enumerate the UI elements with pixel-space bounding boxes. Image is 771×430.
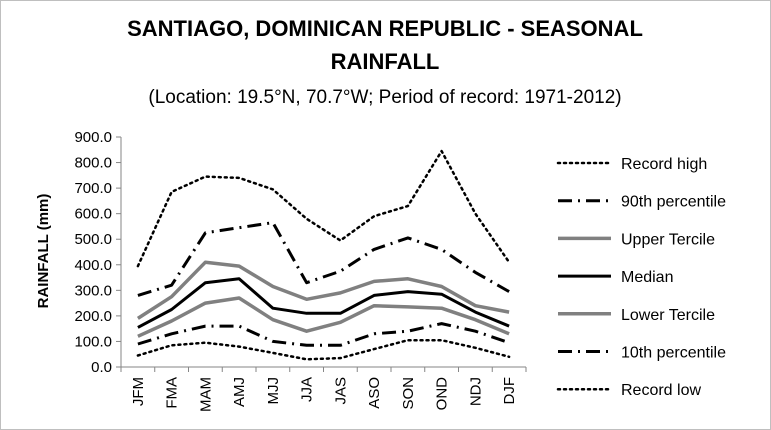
x-tick-label: NDJ (467, 377, 484, 406)
legend-label-upper-tercile: Upper Tercile (621, 231, 715, 248)
legend-label-10th-percentile: 10th percentile (621, 345, 726, 362)
chart-title-line2: RAINFALL (331, 49, 440, 74)
legend-label-90th-percentile: 90th percentile (621, 194, 726, 211)
legend-label-lower-tercile: Lower Tercile (621, 307, 715, 324)
plot-area: 0.0 100.0 200.0 300.0 400.0 500.0 600.0 700.0 80… (74, 129, 527, 412)
x-tick-label: ASO (366, 377, 383, 409)
y-tick-label: 300.0 (74, 282, 112, 299)
series-line-record-high (136, 149, 511, 268)
x-tick-label: AMJ (231, 377, 248, 407)
x-tick-label: DJF (501, 377, 518, 405)
y-tick-label: 900.0 (74, 129, 112, 146)
y-tick-label: 800.0 (74, 155, 112, 172)
series-line-90th-percentile (137, 221, 510, 297)
y-tick-label: 0.0 (91, 359, 112, 376)
x-tick-label: FMA (164, 377, 181, 409)
x-tick-label: JJA (299, 377, 316, 402)
series-line-median (137, 277, 510, 329)
series-line-lower-tercile (137, 296, 510, 338)
y-tick-label: 600.0 (74, 206, 112, 223)
x-tick-label: JFM (130, 377, 147, 406)
legend-label-median: Median (621, 269, 673, 286)
x-tick-label: SON (400, 377, 417, 410)
legend-label-record-low: Record low (621, 382, 701, 399)
x-tick-label: OND (434, 377, 451, 411)
y-tick-label: 400.0 (74, 257, 112, 274)
chart-title-line1: SANTIAGO, DOMINICAN REPUBLIC - SEASONAL (127, 16, 643, 41)
y-tick-label: 700.0 (74, 180, 112, 197)
legend-label-record-high: Record high (621, 156, 707, 173)
y-tick-label: 100.0 (74, 333, 112, 350)
x-tick-label: JAS (332, 377, 349, 405)
chart-subtitle: (Location: 19.5°N, 70.7°W; Period of rec… (148, 87, 621, 108)
y-tick-label: 500.0 (74, 231, 112, 248)
x-tick-label: MAM (197, 377, 214, 412)
series-line-upper-tercile (136, 260, 510, 320)
y-axis-label: RAINFALL (mm) (35, 194, 52, 309)
series-line-record-low (136, 338, 511, 361)
y-tick-label: 200.0 (74, 308, 112, 325)
x-tick-label: MJJ (265, 377, 282, 405)
legend: Record high 90th percentile Upper Tercile M… (556, 156, 726, 399)
series-line-10th-percentile (137, 322, 510, 347)
